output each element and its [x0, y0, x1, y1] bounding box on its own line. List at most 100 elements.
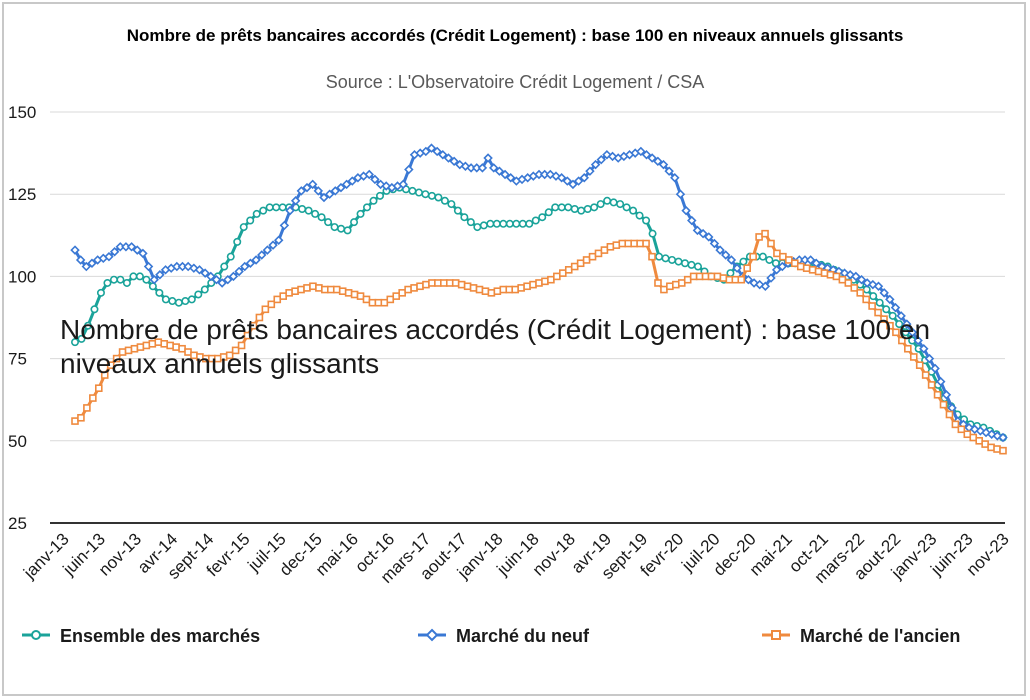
data-point: [868, 302, 876, 310]
data-point: [410, 284, 418, 292]
y-axis-tick-labels: 25 50 75 100 125 150: [8, 103, 36, 533]
data-point: [660, 285, 668, 294]
data-point: [398, 179, 408, 190]
data-point: [466, 218, 475, 227]
data-point: [505, 285, 514, 294]
data-point: [174, 298, 183, 307]
data-point: [713, 272, 722, 281]
data-point: [616, 200, 625, 209]
data-point: [512, 219, 521, 228]
legend-entry-1: Ensemble des marchés: [22, 626, 260, 646]
data-point: [594, 249, 603, 258]
data-point: [765, 255, 774, 264]
data-point: [356, 292, 365, 300]
data-point: [398, 289, 406, 297]
data-point: [138, 248, 148, 259]
data-point: [618, 239, 627, 248]
data-point: [875, 298, 884, 307]
data-point: [709, 238, 720, 249]
data-point: [381, 181, 391, 191]
data-point: [832, 272, 841, 281]
data-point: [687, 215, 697, 226]
data-point: [223, 274, 233, 285]
overlay-chart-title-text: Nombre de prêts bancaires accordés (Créd…: [60, 314, 931, 379]
data-point: [90, 305, 99, 314]
data-point: [237, 341, 246, 350]
data-point: [149, 274, 159, 285]
data-point: [386, 295, 395, 304]
data-point: [369, 196, 378, 205]
data-point: [364, 169, 374, 180]
data-point: [796, 262, 805, 271]
data-point: [181, 297, 190, 306]
data-point: [479, 221, 488, 230]
data-point: [661, 254, 670, 263]
data-point: [975, 426, 986, 436]
data-point: [777, 261, 788, 272]
data-point: [106, 361, 115, 369]
data-point: [273, 295, 282, 304]
data-point: [285, 289, 293, 297]
data-point: [200, 268, 210, 278]
data-point: [94, 384, 103, 392]
y-tick-label: 150: [8, 103, 36, 122]
data-point: [279, 292, 288, 300]
data-point: [200, 285, 209, 294]
series-2: [70, 143, 1008, 443]
data-point: [525, 219, 534, 228]
data-point: [475, 285, 484, 294]
legend-marker: [425, 628, 439, 642]
data-point: [499, 285, 508, 294]
data-point: [551, 171, 561, 181]
data-point: [109, 275, 118, 284]
data-point: [698, 228, 708, 239]
y-tick-label: 100: [8, 267, 36, 286]
data-point: [341, 179, 352, 190]
data-point: [758, 252, 767, 261]
data-point: [568, 179, 578, 190]
data-point: [668, 255, 677, 264]
data-point: [438, 150, 448, 160]
data-point: [726, 269, 735, 278]
series-layer: [70, 143, 1008, 455]
data-point: [77, 413, 85, 422]
data-point: [677, 279, 686, 287]
data-point: [695, 272, 704, 281]
data-point: [880, 315, 888, 323]
data-point: [239, 223, 248, 232]
data-point: [719, 274, 728, 282]
y-tick-label: 75: [8, 350, 27, 369]
data-point: [259, 206, 268, 215]
data-point: [262, 245, 273, 255]
y-tick-label: 25: [8, 514, 27, 533]
data-point: [500, 169, 510, 180]
data-point: [919, 344, 929, 354]
data-point: [681, 259, 690, 268]
data-point: [612, 241, 621, 249]
data-point: [324, 189, 335, 199]
data-point: [868, 279, 878, 290]
data-point: [879, 288, 889, 298]
data-point: [590, 203, 599, 212]
data-point: [888, 311, 897, 320]
data-point: [636, 146, 646, 157]
data-point: [261, 305, 270, 314]
data-point: [255, 313, 264, 322]
data-point: [771, 265, 782, 275]
data-point: [654, 279, 662, 287]
data-point: [674, 257, 683, 266]
data-point: [999, 446, 1007, 455]
data-point: [681, 205, 691, 216]
data-point: [483, 153, 493, 163]
data-point: [570, 262, 579, 271]
data-point: [896, 311, 906, 321]
data-point: [87, 258, 97, 268]
data-point: [206, 271, 216, 282]
data-point: [556, 173, 567, 183]
data-point: [155, 288, 164, 297]
data-point: [228, 271, 239, 282]
data-point: [489, 163, 499, 173]
data-point: [332, 285, 341, 294]
data-point: [414, 188, 423, 197]
data-point: [588, 252, 597, 261]
